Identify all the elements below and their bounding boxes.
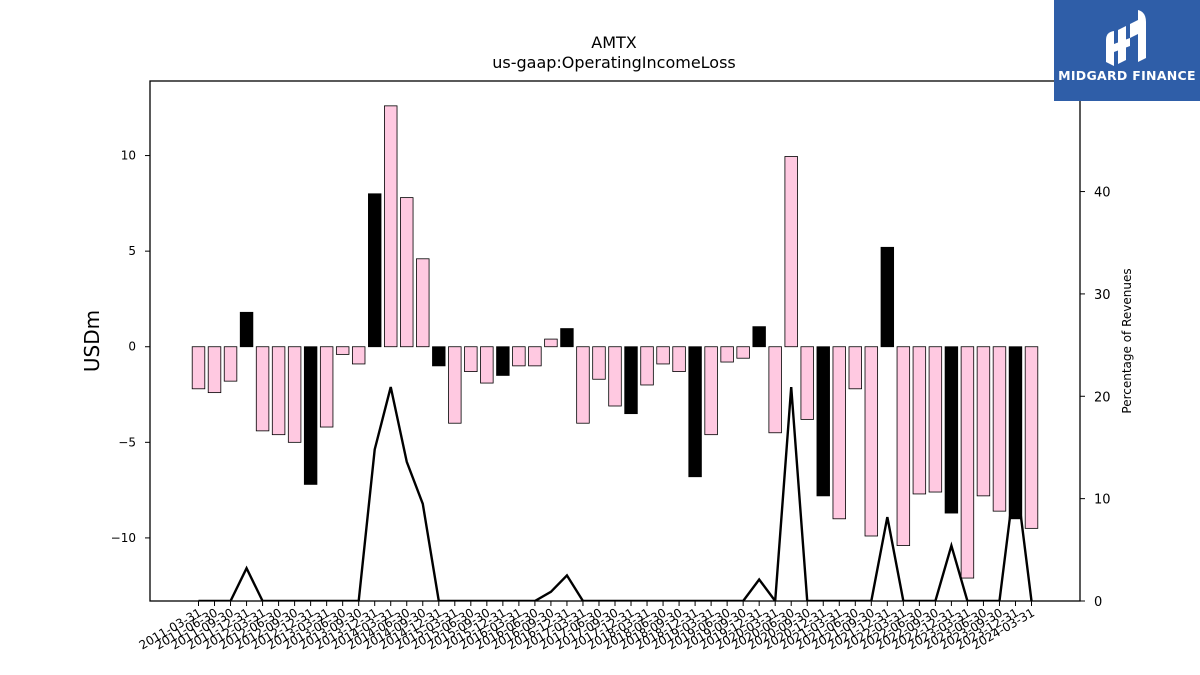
bar-2023-09-30 [992,346,1007,512]
bar-2012-09-30 [287,346,302,443]
bar-2023-03-31 [960,346,975,579]
bar-2022-06-30 [912,346,927,495]
plot-frame [149,80,1081,602]
bar-2021-03-31 [832,346,846,520]
bar-2014-09-30 [416,258,430,348]
bar-2016-12-31 [560,328,574,348]
x-axis: 2011-03-312011-06-302011-09-302011-12-31… [137,601,1037,652]
bar-2023-06-30 [976,346,991,497]
bar-2021-12-31 [880,246,895,348]
bar-2023-12-31 [1008,346,1023,520]
logo: MIDGARD FINANCE [1054,0,1200,101]
chart-subtitle: us-gaap:OperatingIncomeLoss [492,53,736,72]
bar-2018-06-30 [656,346,670,365]
bar-2020-06-30 [784,156,798,348]
bar-2022-03-31 [896,346,911,546]
bar-2012-12-31 [303,346,318,485]
bar-2015-03-31 [448,346,462,424]
bar-2021-09-30 [864,346,879,537]
bar-2022-09-30 [928,346,943,493]
bar-2011-03-31 [191,346,206,390]
bar-2019-06-30 [720,346,734,363]
bar-2019-09-30 [736,346,750,359]
percentage-of-revenues-line [198,386,1033,601]
bar-2019-03-31 [704,346,718,436]
bar-2014-03-31 [384,105,398,348]
y-tick-label: 10 [121,149,136,163]
y-axis-right: 01020304050 [1080,83,1111,610]
bar-2016-06-30 [528,346,542,367]
y2-tick-label: 30 [1094,288,1111,303]
bar-2013-09-30 [351,346,366,365]
logo-mark-icon [1106,10,1146,66]
bar-2014-06-30 [400,197,414,348]
bar-2021-06-30 [848,346,862,390]
bar-2012-03-31 [255,346,270,432]
logo-text: MIDGARD FINANCE [1058,68,1196,83]
y-tick-label: −5 [118,435,136,449]
bar-2015-09-30 [480,346,494,384]
bar-2015-06-30 [464,346,478,372]
bar-2016-03-31 [512,346,526,367]
bar-2020-12-31 [816,346,830,497]
bar-2011-12-31 [239,311,254,348]
y-axis-left: −10 −5 0 5 10 [111,149,150,545]
bar-2024-03-31 [1024,346,1039,529]
bar-2020-09-30 [800,346,814,420]
y2-tick-label: 40 [1094,186,1111,201]
y2-tick-label: 20 [1094,390,1111,405]
bar-2020-03-31 [768,346,782,434]
bar-2017-12-31 [624,346,638,415]
chart-title: AMTX [591,33,637,52]
bar-2011-09-30 [223,346,238,382]
bar-2015-12-31 [496,346,510,376]
bar-2017-09-30 [608,346,622,407]
bar-2012-06-30 [271,346,286,436]
bar-2017-06-30 [592,346,606,380]
bar-2022-12-31 [944,346,959,514]
bar-2014-12-31 [432,346,446,367]
y2-axis-label: Percentage of Revenues [1120,268,1134,413]
bar-2017-03-31 [576,346,590,424]
bar-2018-12-31 [688,346,702,478]
bar-2013-03-31 [319,346,334,428]
y-tick-label: −10 [111,531,136,545]
bar-2016-09-30 [544,338,558,348]
bar-2019-12-31 [752,326,766,348]
y-tick-label: 5 [128,244,136,258]
y-tick-label: 0 [128,340,136,354]
bar-2011-06-30 [207,346,222,394]
bar-2013-06-30 [335,346,350,355]
y2-tick-label: 10 [1094,493,1111,508]
y-axis-label: USDm [80,310,104,372]
percentage-line-series [198,386,1033,601]
bar-2018-09-30 [672,346,686,372]
bar-series [191,105,1039,579]
y2-tick-label: 0 [1094,595,1102,610]
bar-2013-12-31 [368,193,382,348]
bar-2018-03-31 [640,346,654,386]
